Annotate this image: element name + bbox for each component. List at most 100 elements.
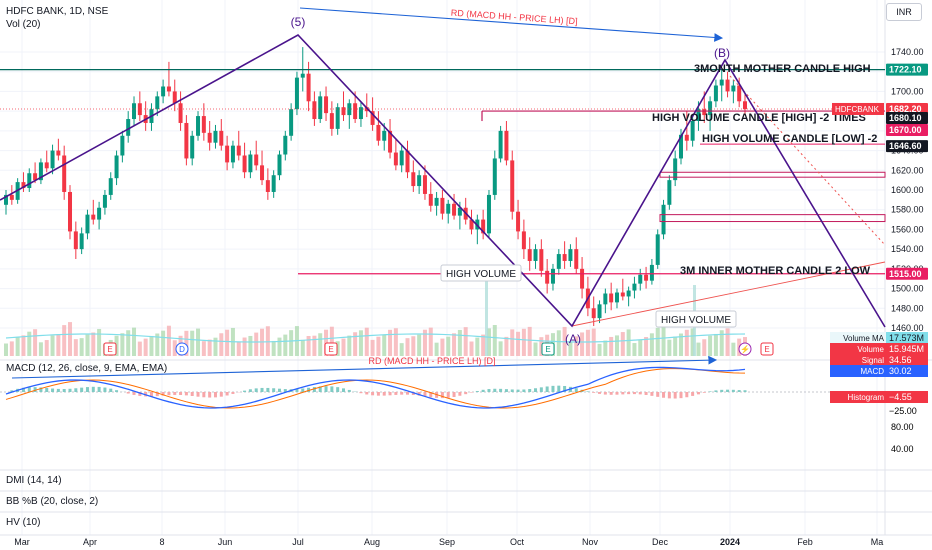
histogram-bar (161, 392, 165, 396)
histogram-bar (400, 392, 404, 395)
volume-bar (498, 341, 503, 356)
histogram-bar (254, 388, 258, 392)
candle-body (21, 182, 26, 189)
dmi-indicator-label[interactable]: DMI (14, 14) (6, 475, 62, 486)
volume-bars (4, 280, 747, 356)
volume-bar (539, 337, 544, 356)
volume-bar (713, 333, 718, 356)
candle-body (207, 132, 212, 143)
tag-1670-bg (886, 124, 928, 136)
symbol-title[interactable]: HDFC BANK, 1D, NSE (6, 6, 109, 17)
histogram-bar (33, 387, 37, 392)
histogram-bar (85, 387, 89, 392)
volume-bar (190, 330, 195, 356)
tag-volume-ma-name: Volume MA (843, 334, 885, 343)
volume-bar (370, 339, 375, 356)
candle-body (62, 155, 67, 192)
volume-bar (556, 330, 561, 356)
candle-body (382, 130, 387, 141)
volume-bar (696, 342, 701, 356)
volume-bar (393, 328, 398, 356)
histogram-bar (225, 392, 229, 396)
volume-bar (196, 328, 201, 356)
candle-body (673, 158, 678, 181)
histogram-bar (551, 385, 555, 392)
candle-body (527, 249, 532, 261)
pane-separators (0, 0, 932, 536)
candle-body (684, 134, 689, 141)
hv-indicator-label[interactable]: HV (10) (6, 517, 41, 528)
candle-body (731, 85, 736, 92)
inner-low-label: 3M INNER MOTHER CANDLE 2 LOW (680, 265, 871, 277)
histogram-bar (155, 392, 159, 397)
macd-indicator-label[interactable]: MACD (12, 26, close, 9, EMA, EMA) (6, 363, 168, 374)
rd-arrow-bottom (11, 355, 718, 379)
histogram-bar (528, 389, 532, 392)
volume-bar (516, 331, 521, 356)
volume-bar (329, 326, 334, 356)
event-marker-label: E (545, 345, 550, 354)
candles (4, 47, 747, 327)
candle-body (248, 154, 253, 173)
candle-body (737, 85, 742, 102)
hv-high-label: HIGH VOLUME CANDLE [HIGH] -2 TIMES (652, 112, 866, 124)
histogram-bar (685, 392, 689, 398)
candle-body (638, 274, 643, 284)
histogram-bar (487, 389, 491, 392)
histogram-bar (673, 392, 677, 399)
histogram-bar (464, 392, 468, 395)
tag-mother-high-bg (886, 63, 928, 76)
volume-bar (242, 337, 247, 356)
candle-body (137, 103, 142, 116)
histogram-bar (481, 389, 485, 392)
volume-bar (725, 328, 730, 356)
volume-bar (56, 334, 61, 356)
volume-bar (236, 341, 241, 356)
histogram-bar (91, 386, 95, 392)
volume-bar (248, 335, 253, 356)
tag-inner-low-bg (886, 267, 928, 280)
volume-bar (97, 328, 102, 356)
volume-bar (632, 343, 637, 356)
histogram-bar (243, 390, 247, 392)
macd-line (5, 366, 746, 409)
tag-volume: 15.945M (889, 344, 924, 354)
price-tick-label: 1620.00 (891, 165, 924, 175)
high-volume-label-1-box (440, 264, 522, 282)
histogram-bar (307, 387, 311, 392)
price-tick-label: 1700.00 (891, 86, 924, 96)
candle-body (545, 270, 550, 284)
volume-bar (614, 335, 619, 356)
candle-body (370, 111, 375, 125)
candle-body (91, 214, 96, 220)
time-tick-label: Sep (439, 537, 455, 547)
volume-indicator-label[interactable]: Vol (20) (6, 19, 41, 30)
volume-bar (300, 339, 305, 356)
volume-bar (201, 341, 206, 356)
candle-body (126, 119, 131, 136)
tag-symbol-bg (832, 102, 884, 115)
candle-body (33, 173, 38, 181)
volume-bar (428, 327, 433, 356)
time-tick-label: 2024 (720, 537, 740, 547)
candle-body (550, 268, 555, 284)
volume-bar (271, 340, 276, 356)
candle-body (353, 103, 358, 120)
wave-lines (0, 33, 886, 328)
candle-body (190, 135, 195, 159)
volume-bar (452, 333, 457, 356)
histogram-bar (470, 392, 474, 393)
volume-bar (341, 338, 346, 356)
bb-indicator-label[interactable]: BB %B (20, close, 2) (6, 496, 99, 507)
currency-button[interactable]: INR (886, 3, 922, 21)
candle-body (335, 107, 340, 129)
candle-body (102, 194, 107, 208)
split-icon (738, 342, 752, 356)
tag-macd-name-bg (830, 365, 886, 377)
lower-tick-label: 80.00 (891, 422, 914, 432)
histogram-bar (301, 388, 305, 392)
candle-body (702, 109, 707, 116)
volume-bar (382, 334, 387, 356)
volume-bar (411, 336, 416, 356)
